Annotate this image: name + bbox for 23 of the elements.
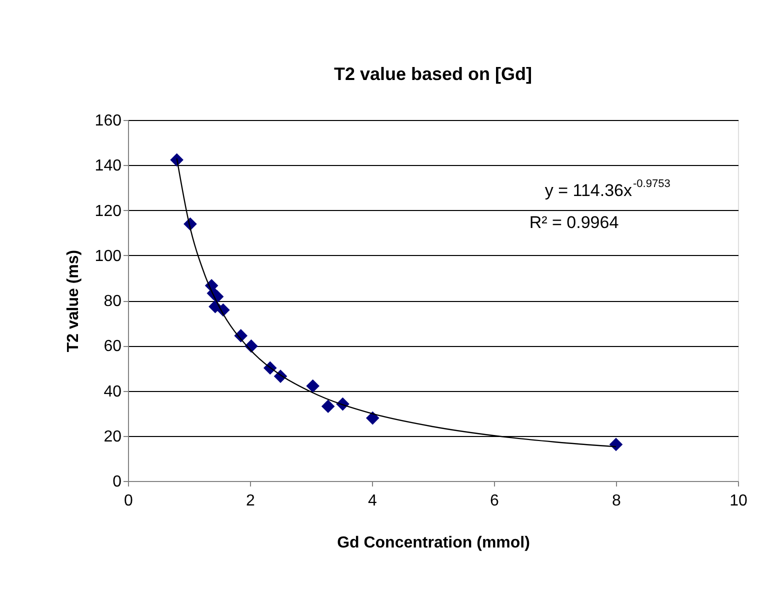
x-tick-label: 4 [368,492,378,510]
annotation: R² = 0.9964 [529,213,619,232]
point [322,400,334,413]
y-tick-label: 80 [104,293,122,310]
y-tick-label: 0 [112,474,122,490]
y-tick-label: 160 [94,112,122,130]
point [306,380,320,392]
x-tick-label: 10 [730,492,748,510]
y-tick-label: 20 [104,428,122,446]
x-axis-title: Gd Concentration (mmol) [337,534,530,552]
x-tick-label: 6 [490,492,500,510]
chart-title: T2 value based on [Gd] [334,64,532,84]
y-axis-title: T2 value (ms) [64,250,82,352]
y-tick-label: 60 [104,338,122,356]
y-tick-label: 140 [94,158,122,175]
y-tick-label: 40 [104,383,122,400]
x-tick-label: 0 [124,492,134,510]
y-tick-label: 100 [94,248,122,265]
point [366,412,379,424]
x-tick-label: 8 [612,492,622,510]
y-tick-label: 120 [94,202,122,220]
x-tick-label: 2 [246,492,256,510]
point [610,438,622,451]
